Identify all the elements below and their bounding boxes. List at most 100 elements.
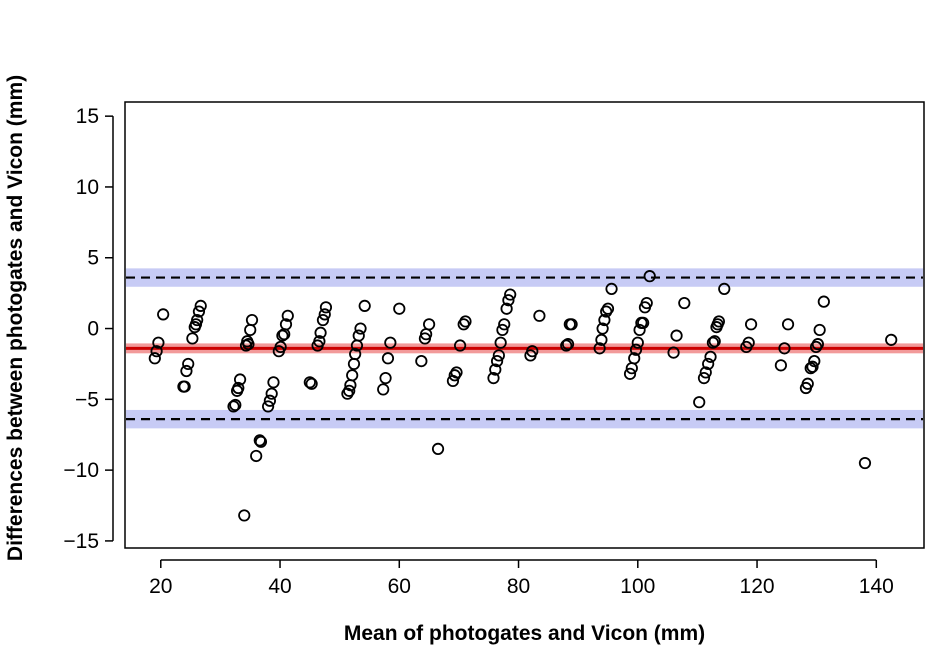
- x-tick-label-20: 20: [149, 575, 172, 598]
- data-point-44: [318, 308, 331, 321]
- data-point-69: [454, 339, 467, 352]
- y-tick-label-10: 10: [76, 176, 99, 199]
- data-point-60: [393, 302, 406, 315]
- data-point-27: [254, 435, 268, 448]
- data-point-103: [637, 316, 650, 329]
- data-point-57: [379, 371, 392, 385]
- data-point-72: [487, 371, 500, 385]
- data-point-77: [496, 323, 509, 337]
- y-axis: −15 −10 −5 0 5 10 15: [63, 105, 114, 553]
- data-point-14: [227, 400, 240, 413]
- data-point-88: [565, 318, 578, 331]
- x-tick-label-80: 80: [507, 575, 530, 598]
- data-point-125: [778, 342, 791, 355]
- data-point-71: [459, 315, 472, 328]
- data-point-96: [623, 367, 637, 380]
- data-point-91: [596, 322, 609, 335]
- data-point-131: [808, 355, 821, 368]
- y-tick-label--10: −10: [63, 459, 99, 482]
- data-point-74: [490, 355, 504, 368]
- data-point-39: [305, 377, 318, 390]
- data-point-15: [229, 398, 242, 412]
- data-point-126: [781, 318, 795, 331]
- data-point-111: [697, 371, 711, 385]
- x-axis-title: Mean of photogates and Vicon (mm): [344, 622, 705, 645]
- data-point-47: [343, 384, 356, 397]
- x-tick-label-120: 120: [740, 575, 775, 598]
- data-point-73: [489, 363, 502, 376]
- data-point-78: [498, 318, 511, 331]
- data-point-5: [178, 380, 191, 393]
- y-tick-label--5: −5: [75, 388, 99, 411]
- data-point-31: [267, 376, 280, 389]
- data-point-8: [186, 332, 199, 345]
- data-point-99: [629, 343, 643, 356]
- data-point-136: [858, 456, 872, 470]
- data-point-85: [560, 339, 573, 352]
- data-point-53: [352, 329, 365, 342]
- data-point-22: [242, 338, 255, 351]
- data-point-115: [706, 336, 720, 349]
- data-point-13: [194, 299, 207, 312]
- data-point-107: [667, 346, 680, 359]
- data-point-29: [263, 394, 276, 407]
- data-point-2: [152, 336, 165, 349]
- data-point-123: [744, 318, 758, 331]
- data-point-7: [182, 357, 195, 371]
- x-tick-label-40: 40: [268, 575, 291, 598]
- data-point-86: [561, 338, 575, 351]
- data-point-26: [253, 434, 266, 447]
- data-point-56: [377, 383, 390, 396]
- plot-frame: [124, 101, 925, 549]
- data-point-137: [885, 333, 898, 346]
- data-point-106: [643, 270, 656, 283]
- data-point-61: [415, 355, 428, 368]
- x-tick-label-100: 100: [620, 575, 655, 598]
- data-point-59: [384, 336, 397, 349]
- data-point-12: [192, 305, 206, 318]
- data-point-23: [244, 323, 257, 337]
- data-point-110: [693, 396, 706, 409]
- data-point-65: [431, 442, 445, 455]
- data-point-25: [250, 449, 263, 463]
- data-point-112: [699, 366, 712, 379]
- y-tick-label--15: −15: [63, 530, 99, 553]
- data-point-124: [774, 359, 787, 372]
- data-point-37: [281, 309, 294, 322]
- x-tick-label-60: 60: [388, 575, 411, 598]
- y-tick-label-5: 5: [87, 247, 99, 270]
- data-point-49: [346, 369, 359, 382]
- data-point-6: [180, 364, 193, 378]
- y-tick-label-0: 0: [87, 318, 99, 341]
- data-point-24: [245, 313, 259, 327]
- data-point-42: [314, 326, 327, 339]
- data-point-19: [238, 509, 251, 522]
- data-point-3: [157, 308, 170, 321]
- data-point-68: [450, 366, 463, 379]
- data-point-43: [316, 313, 330, 327]
- data-point-30: [265, 387, 278, 400]
- data-point-58: [381, 352, 395, 365]
- data-point-100: [631, 336, 644, 349]
- data-point-81: [504, 288, 517, 301]
- data-point-92: [598, 313, 611, 327]
- data-point-130: [806, 360, 819, 373]
- data-point-119: [712, 315, 725, 328]
- data-point-90: [595, 333, 608, 346]
- data-point-101: [633, 323, 646, 337]
- data-point-105: [640, 296, 653, 310]
- data-point-51: [349, 347, 362, 361]
- data-point-116: [708, 335, 721, 348]
- data-point-50: [347, 357, 361, 371]
- data-point-55: [358, 299, 371, 312]
- data-point-18: [233, 373, 247, 386]
- data-point-128: [801, 377, 814, 390]
- data-point-80: [502, 294, 515, 307]
- x-tick-label-140: 140: [859, 575, 894, 598]
- data-point-98: [628, 352, 641, 365]
- data-point-54: [354, 322, 367, 335]
- data-point-109: [678, 296, 691, 310]
- data-point-120: [718, 282, 731, 295]
- y-tick-label-15: 15: [76, 105, 99, 128]
